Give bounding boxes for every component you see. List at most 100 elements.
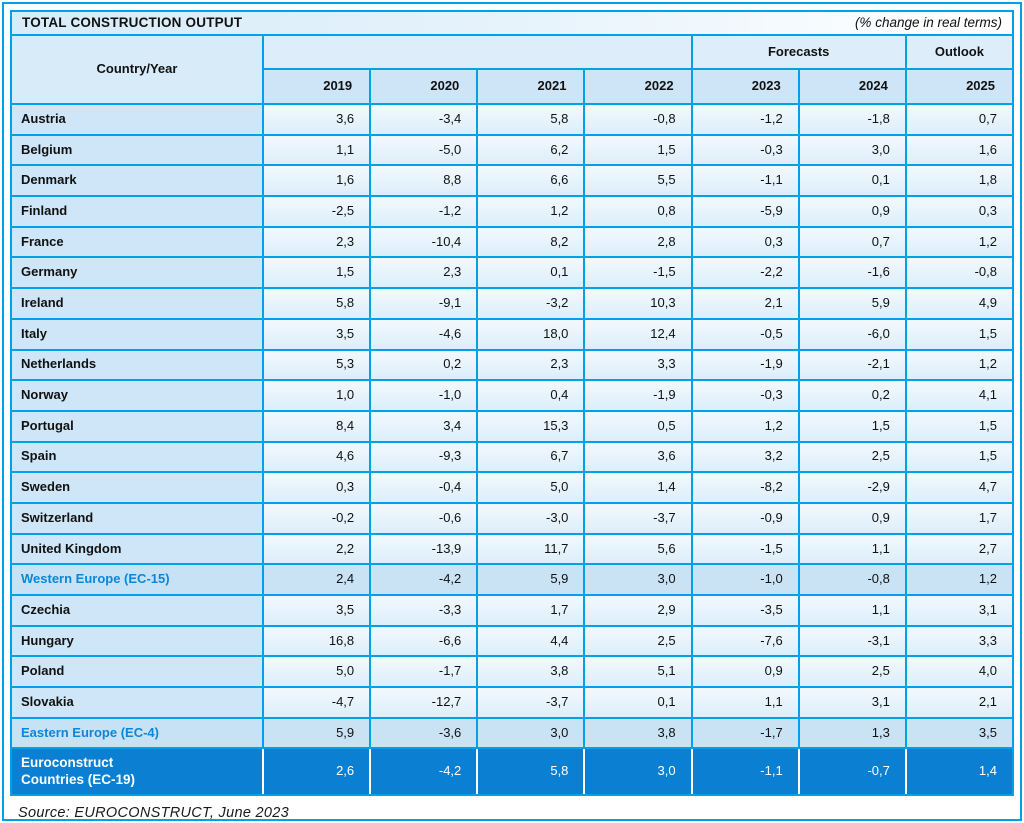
value-cell: -5,9	[690, 195, 800, 228]
row-label: Eastern Europe (EC-4)	[10, 716, 264, 750]
value-cell: 2,1	[904, 686, 1015, 719]
value-cell: -12,7	[369, 686, 479, 719]
value-cell: 15,3	[476, 409, 586, 443]
value-cell: 2,3	[476, 348, 586, 382]
value-cell: -1,9	[583, 379, 693, 412]
value-cell: 5,6	[583, 532, 693, 566]
row-label: Spain	[10, 440, 264, 474]
value-cell: 5,9	[261, 716, 372, 750]
row-label: Western Europe (EC-15)	[10, 563, 264, 596]
value-cell: -3,0	[476, 501, 586, 535]
value-cell: 3,5	[904, 716, 1015, 750]
value-cell: 4,0	[904, 655, 1015, 689]
table-row: United Kingdom 2,2 -13,9 11,7 5,6 -1,5 1,1 2,7	[10, 532, 1015, 566]
outlook-header: Outlook	[904, 34, 1015, 70]
value-cell: -0,7	[797, 747, 907, 797]
value-cell: -9,1	[369, 287, 479, 320]
value-cell: -1,5	[690, 532, 800, 566]
value-cell: -6,0	[797, 317, 907, 351]
row-label: Germany	[10, 256, 264, 290]
value-cell: 1,4	[904, 747, 1015, 797]
value-cell: -4,2	[369, 747, 479, 797]
year-header-2024: 2024	[797, 68, 907, 105]
value-cell: 0,9	[797, 195, 907, 228]
value-cell: 5,8	[476, 103, 586, 136]
value-cell: -13,9	[369, 532, 479, 566]
table-row: Sweden 0,3 -0,4 5,0 1,4 -8,2 -2,9 4,7	[10, 471, 1015, 504]
value-cell: 2,3	[261, 225, 372, 259]
table-row: Italy 3,5 -4,6 18,0 12,4 -0,5 -6,0 1,5	[10, 317, 1015, 351]
value-cell: 1,5	[904, 440, 1015, 474]
value-cell: 0,7	[904, 103, 1015, 136]
value-cell: 0,8	[583, 195, 693, 228]
value-cell: 2,5	[583, 624, 693, 658]
value-cell: 1,2	[904, 225, 1015, 259]
value-cell: -3,3	[369, 594, 479, 627]
value-cell: 5,9	[797, 287, 907, 320]
table-row: France 2,3 -10,4 8,2 2,8 0,3 0,7 1,2	[10, 225, 1015, 259]
table-row: Ireland 5,8 -9,1 -3,2 10,3 2,1 5,9 4,9	[10, 287, 1015, 320]
value-cell: 6,7	[476, 440, 586, 474]
row-label: Belgium	[10, 133, 264, 167]
value-cell: -1,2	[369, 195, 479, 228]
value-cell: -3,4	[369, 103, 479, 136]
value-cell: 1,2	[690, 409, 800, 443]
value-cell: -7,6	[690, 624, 800, 658]
year-header-2020: 2020	[369, 68, 479, 105]
value-cell: -0,2	[261, 501, 372, 535]
header-group-row: Country/Year Forecasts Outlook	[10, 34, 1015, 105]
table-row: Austria 3,6 -3,4 5,8 -0,8 -1,2 -1,8 0,7	[10, 103, 1015, 136]
value-cell: 2,4	[261, 563, 372, 596]
row-label: Austria	[10, 103, 264, 136]
value-cell: 1,2	[904, 563, 1015, 596]
row-label: Portugal	[10, 409, 264, 443]
value-cell: 3,0	[583, 563, 693, 596]
value-cell: 1,3	[797, 716, 907, 750]
value-cell: -1,6	[797, 256, 907, 290]
value-cell: 10,3	[583, 287, 693, 320]
table-row: Netherlands 5,3 0,2 2,3 3,3 -1,9 -2,1 1,2	[10, 348, 1015, 382]
value-cell: 0,3	[690, 225, 800, 259]
table-units-note: (% change in real terms)	[854, 15, 1002, 31]
value-cell: 5,0	[261, 655, 372, 689]
value-cell: 12,4	[583, 317, 693, 351]
value-cell: 11,7	[476, 532, 586, 566]
value-cell: -3,1	[797, 624, 907, 658]
summary-row: Western Europe (EC-15) 2,4 -4,2 5,9 3,0 -1,0-…	[10, 563, 1015, 596]
value-cell: 1,5	[583, 133, 693, 167]
value-cell: 0,3	[904, 195, 1015, 228]
value-cell: -0,3	[690, 379, 800, 412]
row-label: United Kingdom	[10, 532, 264, 566]
value-cell: -0,8	[797, 563, 907, 596]
table-row: Switzerland -0,2 -0,6 -3,0 -3,7 -0,9 0,9 1,7	[10, 501, 1015, 535]
year-header-2025: 2025	[904, 68, 1015, 105]
value-cell: -5,0	[369, 133, 479, 167]
table-row: Poland 5,0 -1,7 3,8 5,1 0,9 2,5 4,0	[10, 655, 1015, 689]
summary-row: Eastern Europe (EC-4) 5,9 -3,6 3,0 3,8 -1,7 1,…	[10, 716, 1015, 750]
value-cell: -6,6	[369, 624, 479, 658]
value-cell: 8,4	[261, 409, 372, 443]
value-cell: 3,6	[261, 103, 372, 136]
value-cell: -2,1	[797, 348, 907, 382]
value-cell: 4,9	[904, 287, 1015, 320]
value-cell: 3,1	[797, 686, 907, 719]
value-cell: 1,5	[904, 409, 1015, 443]
year-header-2023: 2023	[690, 68, 800, 105]
row-label: Hungary	[10, 624, 264, 658]
value-cell: 3,0	[797, 133, 907, 167]
value-cell: 0,7	[797, 225, 907, 259]
table-row: Slovakia -4,7 -12,7 -3,7 0,1 1,1 3,1 2,1	[10, 686, 1015, 719]
value-cell: 5,1	[583, 655, 693, 689]
value-cell: -1,0	[690, 563, 800, 596]
value-cell: 2,2	[261, 532, 372, 566]
value-cell: -2,9	[797, 471, 907, 504]
value-cell: 0,9	[690, 655, 800, 689]
value-cell: -1,2	[690, 103, 800, 136]
value-cell: 3,4	[369, 409, 479, 443]
table-row: Denmark 1,6 8,8 6,6 5,5 -1,1 0,1 1,8	[10, 164, 1015, 198]
row-label: Finland	[10, 195, 264, 228]
value-cell: 1,0	[261, 379, 372, 412]
value-cell: 5,3	[261, 348, 372, 382]
value-cell: 2,3	[369, 256, 479, 290]
value-cell: -8,2	[690, 471, 800, 504]
